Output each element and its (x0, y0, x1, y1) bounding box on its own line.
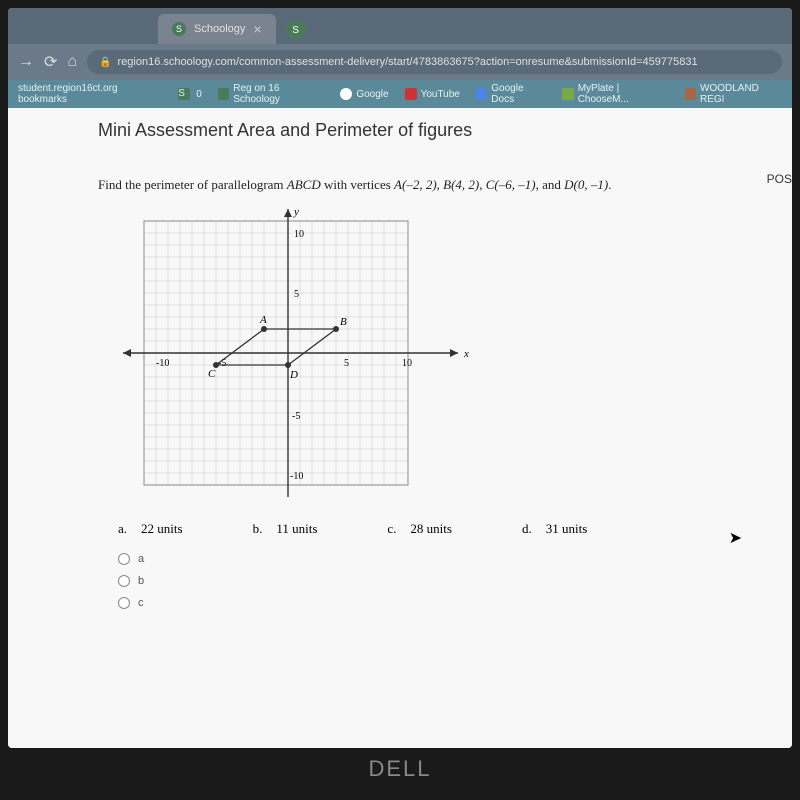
coordinate-graph: x y 10 5 -5 -10 5 10 -5 -10 (118, 203, 478, 503)
y-label: y (293, 206, 299, 218)
x-arrow-left-icon (123, 349, 131, 357)
page-content: Mini Assessment Area and Perimeter of fi… (8, 108, 792, 748)
radio-option-a[interactable]: a (118, 553, 772, 565)
bookmark-item[interactable]: WOODLAND REGI (685, 83, 782, 105)
point-d (285, 362, 291, 368)
cursor-icon: ➤ (729, 528, 742, 548)
schoology-favicon-icon: S (172, 22, 186, 36)
laptop-frame: S Schoology × S → ⟳ ⌂ 🔒 region16.schoolo… (0, 0, 800, 800)
radio-circle-icon (118, 553, 130, 565)
radio-option-b[interactable]: b (118, 575, 772, 587)
bookmark-item[interactable]: Google Docs (476, 83, 546, 105)
schoology-favicon-icon: S (292, 25, 299, 36)
tick-label: -5 (292, 411, 300, 422)
myplate-icon (562, 88, 573, 100)
schoology-icon: S (178, 88, 190, 100)
browser-tab[interactable]: S Schoology × (158, 14, 276, 44)
google-icon (340, 88, 352, 100)
point-b (333, 326, 339, 332)
x-arrow-icon (450, 349, 458, 357)
radio-circle-icon (118, 575, 130, 587)
x-label: x (463, 348, 469, 360)
tick-label: -10 (156, 358, 169, 369)
url-field[interactable]: 🔒 region16.schoology.com/common-assessme… (87, 50, 782, 74)
bookmarks-bar: student.region16ct.org bookmarks S 0 Reg… (8, 80, 792, 108)
answer-a: a. 22 units (118, 521, 183, 537)
browser-tab-strip: S Schoology × S (8, 8, 792, 44)
answer-choices: a. 22 units b. 11 units c. 28 units d. 3… (118, 521, 772, 537)
new-tab-button[interactable]: S (286, 20, 306, 40)
radio-option-c[interactable]: c (118, 597, 772, 609)
url-text: region16.schoology.com/common-assessment… (118, 56, 698, 68)
home-button-icon[interactable]: ⌂ (67, 53, 77, 71)
tick-label: 5 (344, 358, 349, 369)
answer-d: d. 31 units (522, 521, 587, 537)
point-a (261, 326, 267, 332)
radio-circle-icon (118, 597, 130, 609)
point-label: A (259, 314, 267, 326)
page-title: Mini Assessment Area and Perimeter of fi… (98, 120, 772, 141)
tick-label: 10 (294, 229, 304, 240)
bookmark-item[interactable]: Reg on 16 Schoology (218, 83, 325, 105)
point-label: C (208, 368, 216, 380)
y-arrow-icon (284, 209, 292, 217)
schoology-icon (218, 88, 229, 100)
tick-label: 5 (294, 289, 299, 300)
woodland-icon (685, 88, 696, 100)
graph-svg: x y 10 5 -5 -10 5 10 -5 -10 (118, 203, 478, 503)
docs-icon (476, 88, 487, 100)
pos-label: POS (767, 172, 792, 186)
answer-c: c. 28 units (387, 521, 452, 537)
address-bar: → ⟳ ⌂ 🔒 region16.schoology.com/common-as… (8, 44, 792, 80)
laptop-brand-label: DELL (368, 756, 431, 782)
tab-close-icon[interactable]: × (253, 21, 261, 37)
youtube-icon (405, 88, 417, 100)
answer-b: b. 11 units (253, 521, 318, 537)
point-label: B (340, 316, 347, 328)
bookmark-item[interactable]: Google (340, 88, 388, 100)
radio-answer-group: a b c (118, 553, 772, 609)
lock-icon: 🔒 (99, 57, 111, 68)
bookmark-item[interactable]: student.region16ct.org bookmarks (18, 83, 162, 105)
reload-button-icon[interactable]: ⟳ (44, 52, 57, 72)
tick-label: 10 (402, 358, 412, 369)
tab-title: Schoology (194, 23, 245, 35)
forward-button-icon[interactable]: → (18, 53, 34, 71)
bookmark-item[interactable]: MyPlate | ChooseM... (562, 83, 668, 105)
tick-label: -10 (290, 471, 303, 482)
bookmark-item[interactable]: YouTube (405, 88, 460, 100)
question-text: Find the perimeter of parallelogram ABCD… (98, 177, 772, 193)
bookmark-item[interactable]: S 0 (178, 88, 202, 100)
screen: S Schoology × S → ⟳ ⌂ 🔒 region16.schoolo… (8, 8, 792, 748)
point-label: D (289, 369, 298, 381)
